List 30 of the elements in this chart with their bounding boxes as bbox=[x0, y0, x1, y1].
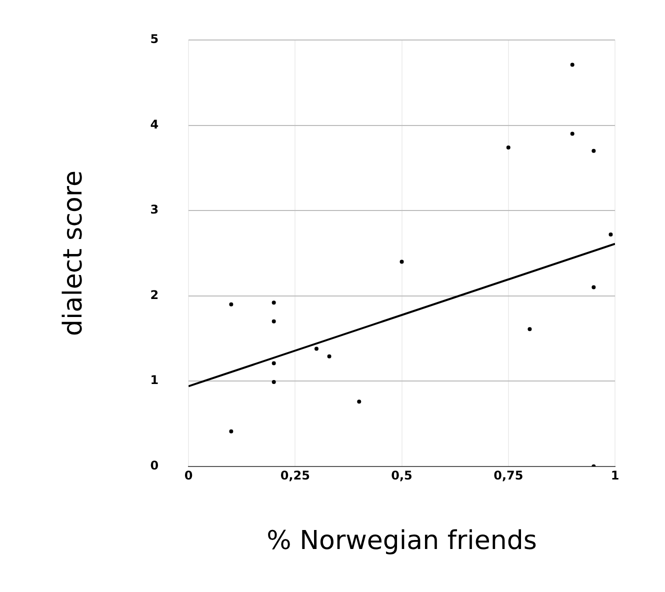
y-tick-label: 3 bbox=[150, 202, 159, 217]
point bbox=[229, 429, 234, 434]
y-tick-label: 5 bbox=[150, 32, 159, 46]
point bbox=[570, 132, 574, 136]
x-axis-title: % Norwegian friends bbox=[266, 526, 537, 556]
point bbox=[327, 354, 332, 358]
y-tick-label: 1 bbox=[150, 373, 159, 388]
x-tick-label: 0 bbox=[184, 468, 193, 483]
point bbox=[229, 302, 234, 306]
point bbox=[506, 145, 510, 150]
x-tick-label: 0,5 bbox=[391, 468, 412, 483]
point bbox=[272, 300, 276, 305]
x-tick-label: 0,75 bbox=[494, 468, 524, 483]
point bbox=[272, 380, 276, 384]
y-tick-label: 4 bbox=[150, 117, 159, 132]
point bbox=[272, 361, 276, 366]
point bbox=[528, 327, 532, 332]
point bbox=[314, 346, 318, 351]
y-tick-label: 2 bbox=[150, 288, 159, 302]
x-tick-label: 1 bbox=[610, 468, 620, 483]
point bbox=[592, 285, 596, 290]
x-tick-label: 0,25 bbox=[280, 468, 310, 483]
point bbox=[357, 400, 362, 404]
point bbox=[608, 232, 613, 236]
point bbox=[570, 62, 574, 67]
y-tick-label: 0 bbox=[150, 458, 159, 473]
point bbox=[400, 260, 404, 264]
point bbox=[592, 148, 596, 153]
y-axis-title: dialect score bbox=[58, 170, 88, 336]
point bbox=[272, 319, 276, 324]
